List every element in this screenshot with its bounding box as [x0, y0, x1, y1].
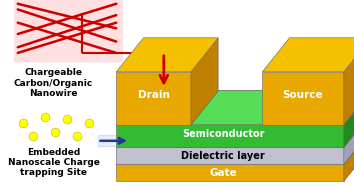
- Polygon shape: [116, 91, 354, 125]
- Polygon shape: [344, 130, 354, 181]
- Polygon shape: [191, 91, 354, 125]
- Point: [30, 135, 36, 138]
- Polygon shape: [344, 91, 354, 147]
- Point: [74, 135, 80, 138]
- Point: [20, 121, 26, 124]
- Point: [52, 131, 58, 134]
- Polygon shape: [262, 38, 354, 72]
- Polygon shape: [191, 38, 218, 125]
- Text: Semiconductor: Semiconductor: [182, 129, 264, 139]
- Polygon shape: [116, 125, 344, 147]
- Text: Drain: Drain: [138, 90, 170, 99]
- Polygon shape: [116, 72, 191, 125]
- Polygon shape: [116, 164, 344, 181]
- Polygon shape: [116, 113, 354, 147]
- Point: [42, 116, 48, 119]
- Point: [86, 121, 92, 124]
- Text: Embedded
Nanoscale Charge
trapping Site: Embedded Nanoscale Charge trapping Site: [7, 148, 99, 177]
- FancyBboxPatch shape: [11, 0, 123, 62]
- Polygon shape: [344, 113, 354, 164]
- Text: Source: Source: [283, 90, 323, 99]
- Polygon shape: [116, 38, 218, 72]
- Text: Gate: Gate: [209, 168, 237, 178]
- Polygon shape: [262, 72, 344, 125]
- Text: Dielectric layer: Dielectric layer: [181, 151, 265, 161]
- Point: [64, 118, 70, 121]
- FancyBboxPatch shape: [98, 135, 132, 146]
- Polygon shape: [344, 38, 354, 125]
- Text: Chargeable
Carbon/Organic
Nanowire: Chargeable Carbon/Organic Nanowire: [14, 68, 93, 98]
- Polygon shape: [116, 130, 354, 164]
- Polygon shape: [116, 147, 344, 164]
